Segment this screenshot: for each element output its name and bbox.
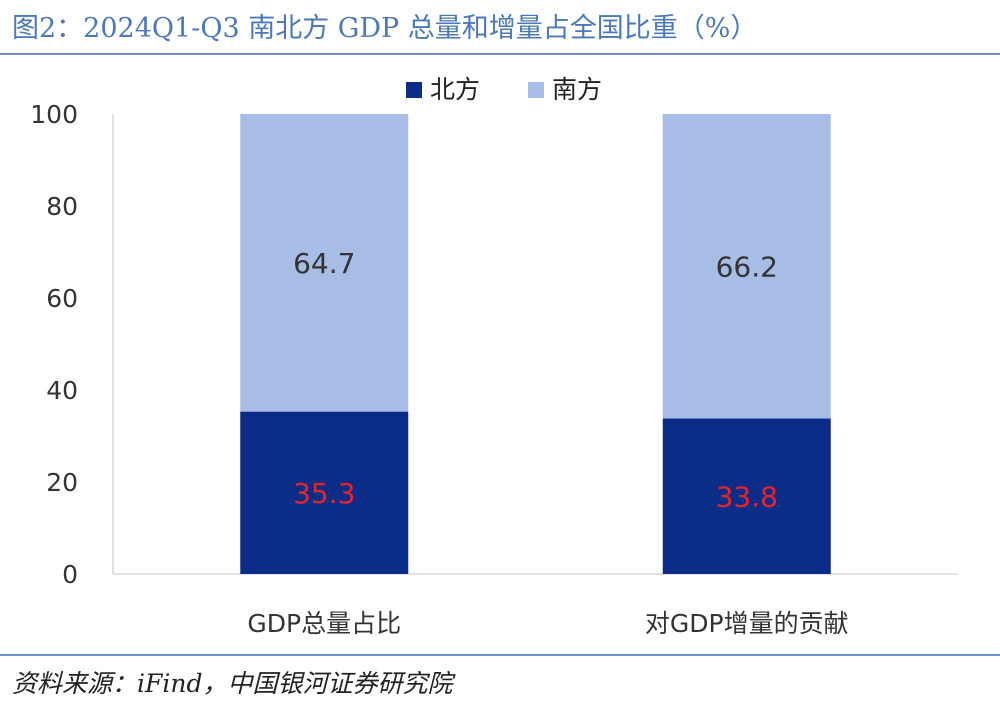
y-tick-label-0: 0 [62, 560, 78, 589]
y-tick-label-2: 40 [46, 376, 78, 405]
bar-1-series-0 [662, 418, 831, 574]
data-label-0-series-0: 35.3 [293, 477, 355, 510]
bar-0-series-0 [240, 411, 409, 574]
x-tick-label-1: 对GDP增量的贡献 [645, 609, 849, 638]
y-tick-label-5: 100 [30, 100, 78, 129]
chart-title: 图2：2024Q1-Q3 南北方 GDP 总量和增量占全国比重（%） [12, 13, 758, 44]
y-tick-label-4: 80 [46, 192, 78, 221]
data-label-0-series-1: 64.7 [293, 247, 355, 280]
bar-0-series-1 [240, 114, 409, 412]
legend-swatch-1 [528, 82, 544, 98]
x-tick-label-0: GDP总量占比 [247, 609, 401, 638]
legend-swatch-0 [406, 82, 422, 98]
top-divider [0, 53, 1000, 55]
legend-label-0: 北方 [430, 75, 480, 104]
data-label-1-series-0: 33.8 [716, 480, 778, 513]
stacked-bar-chart: 0 20 40 60 80 100 35.3 64.7 GDP总量占比 33.8 66.2 对GDP增… [30, 75, 958, 638]
legend-label-1: 南方 [552, 75, 602, 104]
source-note: 资料来源：iFind，中国银河证券研究院 [12, 669, 453, 698]
y-tick-label-1: 20 [46, 468, 78, 497]
data-label-1-series-1: 66.2 [716, 250, 778, 283]
bottom-divider [0, 654, 1000, 656]
bar-1-series-1 [662, 114, 831, 419]
y-tick-label-3: 60 [46, 284, 78, 313]
